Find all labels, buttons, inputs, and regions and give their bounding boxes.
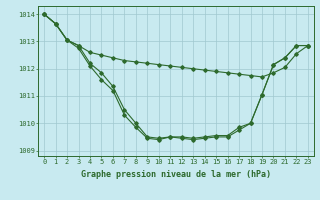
X-axis label: Graphe pression niveau de la mer (hPa): Graphe pression niveau de la mer (hPa) bbox=[81, 170, 271, 179]
